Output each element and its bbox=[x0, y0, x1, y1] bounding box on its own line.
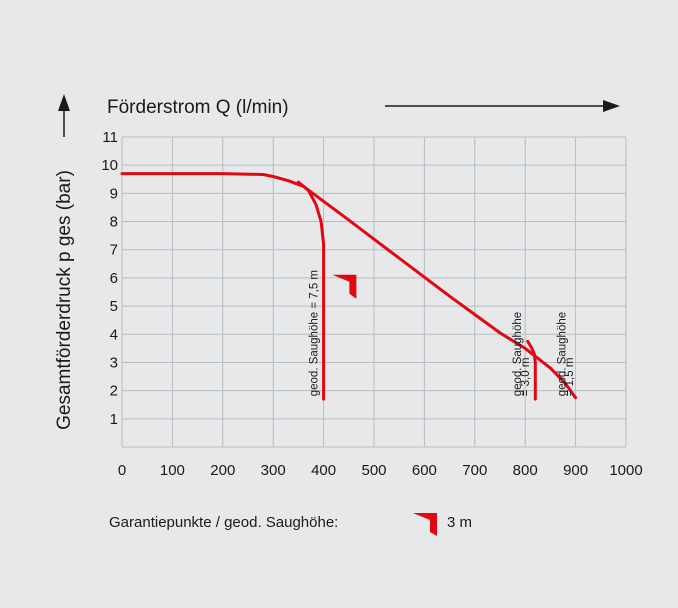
series-lines bbox=[120, 172, 578, 401]
y-tick-label: 1 bbox=[110, 411, 118, 428]
series-line-1 bbox=[120, 172, 578, 400]
y-tick-label: 11 bbox=[102, 129, 118, 146]
x-tick-label: 800 bbox=[513, 462, 538, 479]
x-tick-label: 200 bbox=[210, 462, 235, 479]
x-axis-title: Förderstrom Q (l/min) bbox=[107, 97, 289, 118]
x-axis-arrow bbox=[385, 100, 620, 112]
x-tick-label: 300 bbox=[261, 462, 286, 479]
legend-value: 3 m bbox=[447, 514, 472, 531]
x-tick-label: 500 bbox=[361, 462, 386, 479]
y-tick-label: 6 bbox=[110, 270, 118, 287]
x-tick-label: 700 bbox=[462, 462, 487, 479]
y-tick-label: 4 bbox=[110, 326, 118, 343]
y-tick-label: 3 bbox=[110, 354, 118, 371]
tick-labels: 0 100 200 300 400 500 600 700 800 900 1000 1 2 3 4 5 6 7 8… bbox=[101, 129, 642, 479]
curve-annotation: geod. Saughöhe bbox=[512, 312, 524, 396]
curve-annotation: = 3,0 m bbox=[520, 358, 532, 397]
x-tick-label: 100 bbox=[160, 462, 185, 479]
y-tick-label: 9 bbox=[110, 185, 118, 202]
grid bbox=[121, 136, 627, 448]
y-tick-label: 8 bbox=[110, 214, 118, 231]
series-line-3 bbox=[526, 339, 537, 401]
x-tick-label: 900 bbox=[563, 462, 588, 479]
x-tick-label: 0 bbox=[118, 462, 126, 479]
y-tick-label: 7 bbox=[110, 242, 118, 259]
legend-label: Garantiepunkte / geod. Saughöhe: bbox=[109, 514, 338, 531]
legend: Garantiepunkte / geod. Saughöhe: 3 m bbox=[109, 513, 472, 536]
y-axis-arrow bbox=[58, 94, 70, 137]
guarantee-point-icon bbox=[332, 274, 357, 299]
x-tick-label: 600 bbox=[412, 462, 437, 479]
y-tick-label: 5 bbox=[110, 298, 118, 315]
curve-annotation: geod. Saughöhe bbox=[557, 312, 569, 396]
y-tick-label: 2 bbox=[110, 383, 118, 400]
x-tick-label: 400 bbox=[311, 462, 336, 479]
y-axis-title: Gesamtförderdruck p ges (bar) bbox=[54, 170, 75, 430]
x-tick-label: 1000 bbox=[609, 462, 642, 479]
curve-annotations: geod. Saughöhe = 7,5 m geod. Saughöhe= 3,… bbox=[309, 270, 577, 396]
curve-annotation: geod. Saughöhe = 7,5 m bbox=[309, 270, 321, 396]
legend-marker-icon bbox=[413, 513, 437, 536]
y-tick-label: 10 bbox=[101, 157, 118, 174]
guarantee-point-marker bbox=[332, 274, 357, 299]
series-line-2 bbox=[296, 180, 326, 401]
curve-annotation: = 1,5 m bbox=[564, 358, 576, 397]
